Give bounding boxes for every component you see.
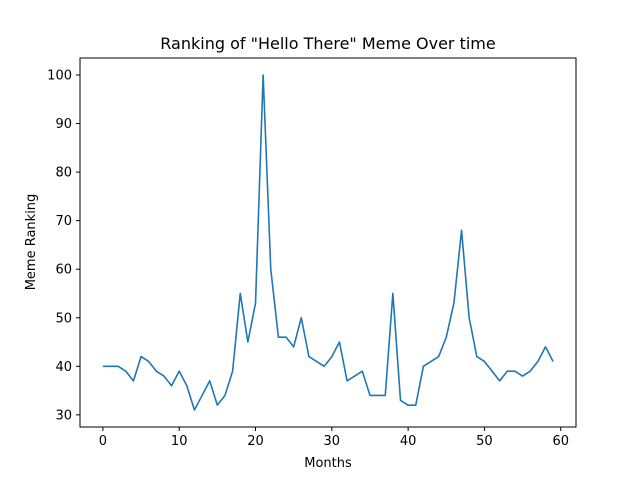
- y-tick-label: 30: [55, 408, 72, 423]
- x-axis: 0 10 20 30 40 50 60: [99, 427, 569, 449]
- y-tick-label: 80: [55, 166, 72, 181]
- x-tick-label: 50: [476, 434, 493, 449]
- y-tick-label: 60: [55, 263, 72, 278]
- y-tick-label: 70: [55, 214, 72, 229]
- chart-title: Ranking of "Hello There" Meme Over time: [160, 34, 495, 53]
- plot-area: [79, 57, 577, 428]
- x-tick-label: 30: [324, 434, 341, 449]
- x-tick-label: 20: [247, 434, 264, 449]
- x-tick-label: 40: [400, 434, 417, 449]
- y-tick-label: 100: [47, 68, 72, 83]
- y-tick-label: 90: [55, 117, 72, 132]
- series-line-0: [102, 74, 554, 411]
- y-tick-label: 40: [55, 360, 72, 375]
- x-axis-label: Months: [304, 456, 352, 471]
- x-tick-label: 60: [552, 434, 569, 449]
- y-axis-label: Meme Ranking: [24, 194, 39, 291]
- plot-frame: [79, 57, 577, 428]
- x-tick-label: 0: [99, 434, 107, 449]
- y-axis: 30 40 50 60 70 80 90 100: [47, 68, 80, 423]
- x-tick-label: 10: [171, 434, 188, 449]
- y-tick-label: 50: [55, 311, 72, 326]
